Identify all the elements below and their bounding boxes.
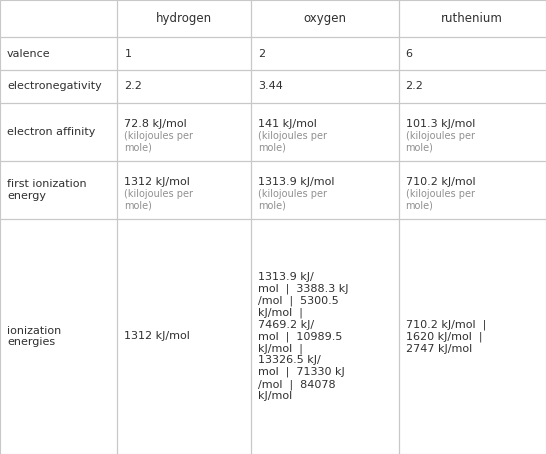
Text: 6: 6: [406, 49, 413, 59]
Bar: [0, 103, 117, 161]
Text: 1: 1: [124, 49, 132, 59]
Bar: [251, 70, 399, 103]
Bar: [399, 219, 546, 454]
Text: 2: 2: [258, 49, 265, 59]
Bar: [0, 70, 117, 103]
Text: 101.3 kJ/mol: 101.3 kJ/mol: [406, 118, 475, 128]
Bar: [117, 70, 251, 103]
Text: (kilojoules per
mole): (kilojoules per mole): [124, 131, 193, 153]
Bar: [399, 0, 546, 37]
Text: valence: valence: [7, 49, 51, 59]
Text: 2.2: 2.2: [406, 81, 424, 91]
Bar: [251, 37, 399, 70]
Bar: [0, 0, 117, 37]
Text: 710.2 kJ/mol  |
1620 kJ/mol  |
2747 kJ/mol: 710.2 kJ/mol | 1620 kJ/mol | 2747 kJ/mol: [406, 319, 486, 354]
Text: hydrogen: hydrogen: [156, 12, 212, 25]
Bar: [117, 161, 251, 219]
Text: 710.2 kJ/mol: 710.2 kJ/mol: [406, 177, 475, 187]
Bar: [251, 219, 399, 454]
Text: oxygen: oxygen: [304, 12, 346, 25]
Text: 1313.9 kJ/mol: 1313.9 kJ/mol: [258, 177, 335, 187]
Text: 3.44: 3.44: [258, 81, 283, 91]
Bar: [251, 0, 399, 37]
Text: first ionization
energy: first ionization energy: [7, 179, 87, 201]
Text: 2.2: 2.2: [124, 81, 143, 91]
Bar: [399, 103, 546, 161]
Text: (kilojoules per
mole): (kilojoules per mole): [124, 189, 193, 211]
Bar: [399, 70, 546, 103]
Bar: [399, 161, 546, 219]
Bar: [117, 219, 251, 454]
Bar: [399, 37, 546, 70]
Bar: [251, 161, 399, 219]
Text: electronegativity: electronegativity: [7, 81, 102, 91]
Text: (kilojoules per
mole): (kilojoules per mole): [406, 131, 474, 153]
Bar: [117, 103, 251, 161]
Text: (kilojoules per
mole): (kilojoules per mole): [258, 131, 327, 153]
Text: electron affinity: electron affinity: [7, 127, 96, 137]
Bar: [251, 103, 399, 161]
Text: ionization
energies: ionization energies: [7, 326, 61, 347]
Text: 1313.9 kJ/
mol  |  3388.3 kJ
/mol  |  5300.5
kJ/mol  |
7469.2 kJ/
mol  |  10989.: 1313.9 kJ/ mol | 3388.3 kJ /mol | 5300.5…: [258, 271, 349, 401]
Text: 72.8 kJ/mol: 72.8 kJ/mol: [124, 118, 187, 128]
Bar: [117, 37, 251, 70]
Bar: [0, 219, 117, 454]
Bar: [117, 0, 251, 37]
Text: ruthenium: ruthenium: [441, 12, 503, 25]
Text: (kilojoules per
mole): (kilojoules per mole): [258, 189, 327, 211]
Text: 141 kJ/mol: 141 kJ/mol: [258, 118, 317, 128]
Text: 1312 kJ/mol: 1312 kJ/mol: [124, 331, 190, 341]
Bar: [0, 37, 117, 70]
Text: 1312 kJ/mol: 1312 kJ/mol: [124, 177, 190, 187]
Bar: [0, 161, 117, 219]
Text: (kilojoules per
mole): (kilojoules per mole): [406, 189, 474, 211]
